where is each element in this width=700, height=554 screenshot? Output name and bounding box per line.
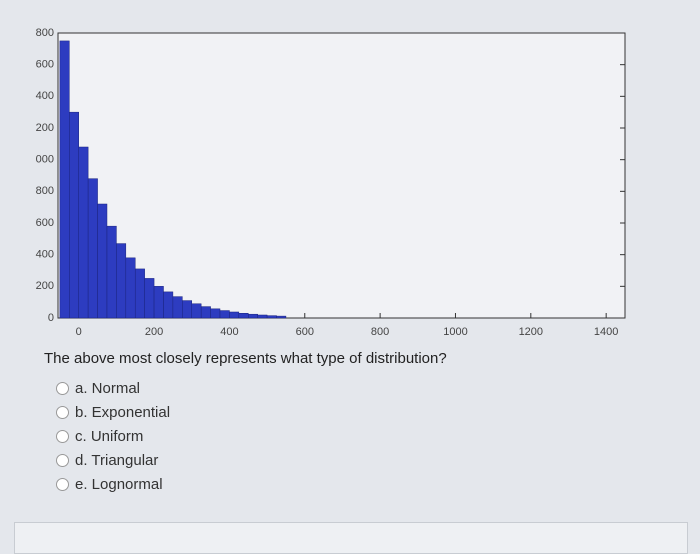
option[interactable]: a. Normal — [56, 376, 170, 400]
x-tick-label: 1400 — [594, 326, 618, 338]
footer-box — [14, 522, 688, 554]
y-tick-label: 0 — [48, 312, 54, 324]
bar — [69, 111, 79, 319]
option-label[interactable]: d. Triangular — [75, 451, 159, 469]
option-label[interactable]: e. Lognormal — [75, 475, 163, 493]
y-tick-label: 800 — [36, 27, 54, 39]
bar — [87, 178, 98, 319]
bar — [97, 203, 108, 319]
x-tick-label: 800 — [371, 326, 389, 338]
y-tick-label: 400 — [36, 90, 54, 102]
bar — [276, 315, 287, 319]
option[interactable]: d. Triangular — [56, 448, 170, 472]
y-tick-label: 200 — [36, 280, 54, 292]
y-tick-label: 000 — [36, 154, 54, 166]
bar — [144, 278, 155, 319]
y-tick-label: 600 — [36, 59, 54, 71]
bar — [229, 311, 240, 319]
radio-button[interactable] — [56, 405, 69, 419]
radio-button[interactable] — [56, 453, 69, 467]
bar — [59, 40, 70, 319]
option-label[interactable]: a. Normal — [75, 379, 141, 397]
x-tick-label: 600 — [296, 326, 314, 338]
x-tick-label: 0 — [76, 326, 82, 338]
plot-frame — [57, 32, 626, 319]
option[interactable]: b. Exponential — [56, 400, 170, 424]
x-tick-label: 200 — [145, 326, 163, 338]
bar — [134, 268, 145, 319]
bar — [78, 146, 89, 319]
y-tick-label: 600 — [36, 217, 54, 229]
y-tick-label: 400 — [36, 249, 54, 261]
chart: 0 200 400 600 800 000 200 400 600 800 0 200 400 600 80… — [36, 27, 626, 338]
options: a. Normal b. Exponential c. Uniform d. Tria… — [56, 376, 170, 496]
bar — [219, 310, 230, 319]
radio-button[interactable] — [56, 477, 69, 491]
bar — [210, 308, 221, 319]
y-tick-label: 200 — [36, 122, 54, 134]
bar — [106, 225, 117, 319]
bar — [191, 303, 202, 319]
bar — [238, 313, 249, 319]
bar — [116, 243, 127, 319]
x-tick-label: 1000 — [443, 326, 467, 338]
bar — [153, 286, 164, 319]
bar — [257, 314, 268, 319]
radio-button[interactable] — [56, 429, 69, 443]
bar — [172, 296, 183, 319]
y-tick-label: 800 — [36, 185, 54, 197]
bar — [163, 291, 174, 319]
question: The above most closely represents what t… — [44, 350, 447, 367]
bar — [266, 315, 277, 319]
option[interactable]: e. Lognormal — [56, 472, 170, 496]
x-tick-label: 400 — [220, 326, 238, 338]
bar — [182, 300, 192, 319]
radio-button[interactable] — [56, 381, 69, 395]
option-label[interactable]: c. Uniform — [75, 427, 144, 445]
bar — [200, 306, 211, 319]
bar — [248, 313, 258, 319]
bar — [125, 257, 136, 319]
option[interactable]: c. Uniform — [56, 424, 170, 448]
option-label[interactable]: b. Exponential — [75, 403, 171, 421]
x-tick-label: 1200 — [519, 326, 543, 338]
